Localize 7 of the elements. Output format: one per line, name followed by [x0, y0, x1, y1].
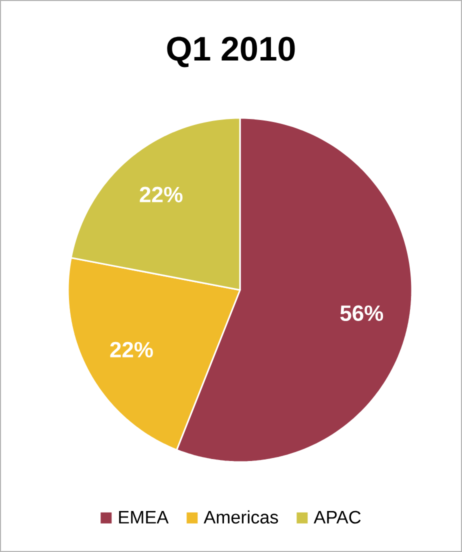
chart-title: Q1 2010: [167, 36, 295, 68]
data-label: 56%: [340, 305, 384, 321]
data-label: 22%: [140, 186, 182, 202]
data-label: 22%: [110, 342, 153, 358]
legend-label: APAC: [314, 510, 361, 524]
legend-label: EMEA: [119, 511, 169, 524]
legend-label: Americas: [204, 510, 278, 524]
